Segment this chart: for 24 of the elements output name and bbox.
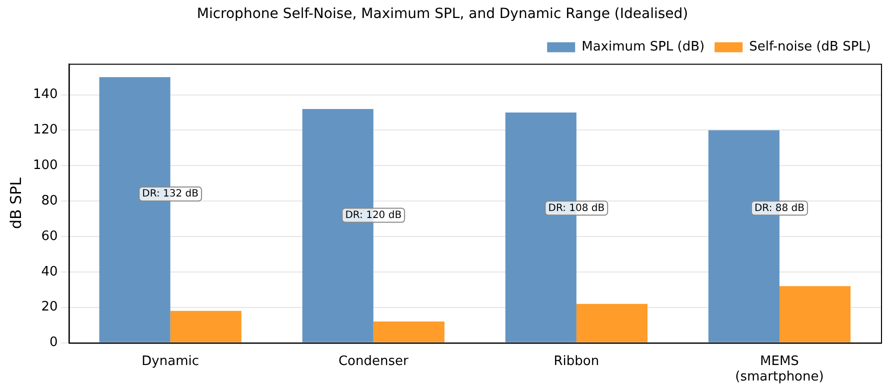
bar: [373, 322, 444, 342]
y-tick-label: 140: [32, 87, 58, 102]
y-tick-label: 100: [32, 158, 58, 174]
y-tick-label: 20: [41, 300, 58, 315]
annotation: DR: 120 dB: [345, 210, 402, 221]
annotation: DR: 132 dB: [142, 188, 199, 200]
x-tick-label: MEMS (smartphone): [735, 354, 824, 385]
y-tick-label: 60: [41, 228, 58, 244]
annotation: DR: 88 dB: [754, 202, 805, 214]
y-tick-label: 120: [32, 122, 58, 138]
legend-label: Self-noise (dB SPL): [749, 40, 872, 55]
y-axis-title: dB SPL: [6, 176, 25, 230]
x-tick-label: Condenser: [338, 354, 409, 369]
bar: [170, 310, 242, 342]
bar: [779, 286, 851, 342]
annotation: DR: 108 dB: [548, 202, 605, 214]
bar: [576, 304, 648, 342]
y-tick-label: 0: [50, 335, 58, 350]
x-tick-label: Dynamic: [142, 354, 200, 369]
legend-label: Maximum SPL (dB): [582, 40, 705, 55]
x-tick-label: Ribbon: [554, 354, 600, 369]
y-tick-label: 80: [41, 193, 58, 208]
y-tick-label: 40: [41, 264, 58, 280]
chart-title: Microphone Self-Noise, Maximum SPL, and Dynamic Range (Idealised): [196, 6, 688, 22]
